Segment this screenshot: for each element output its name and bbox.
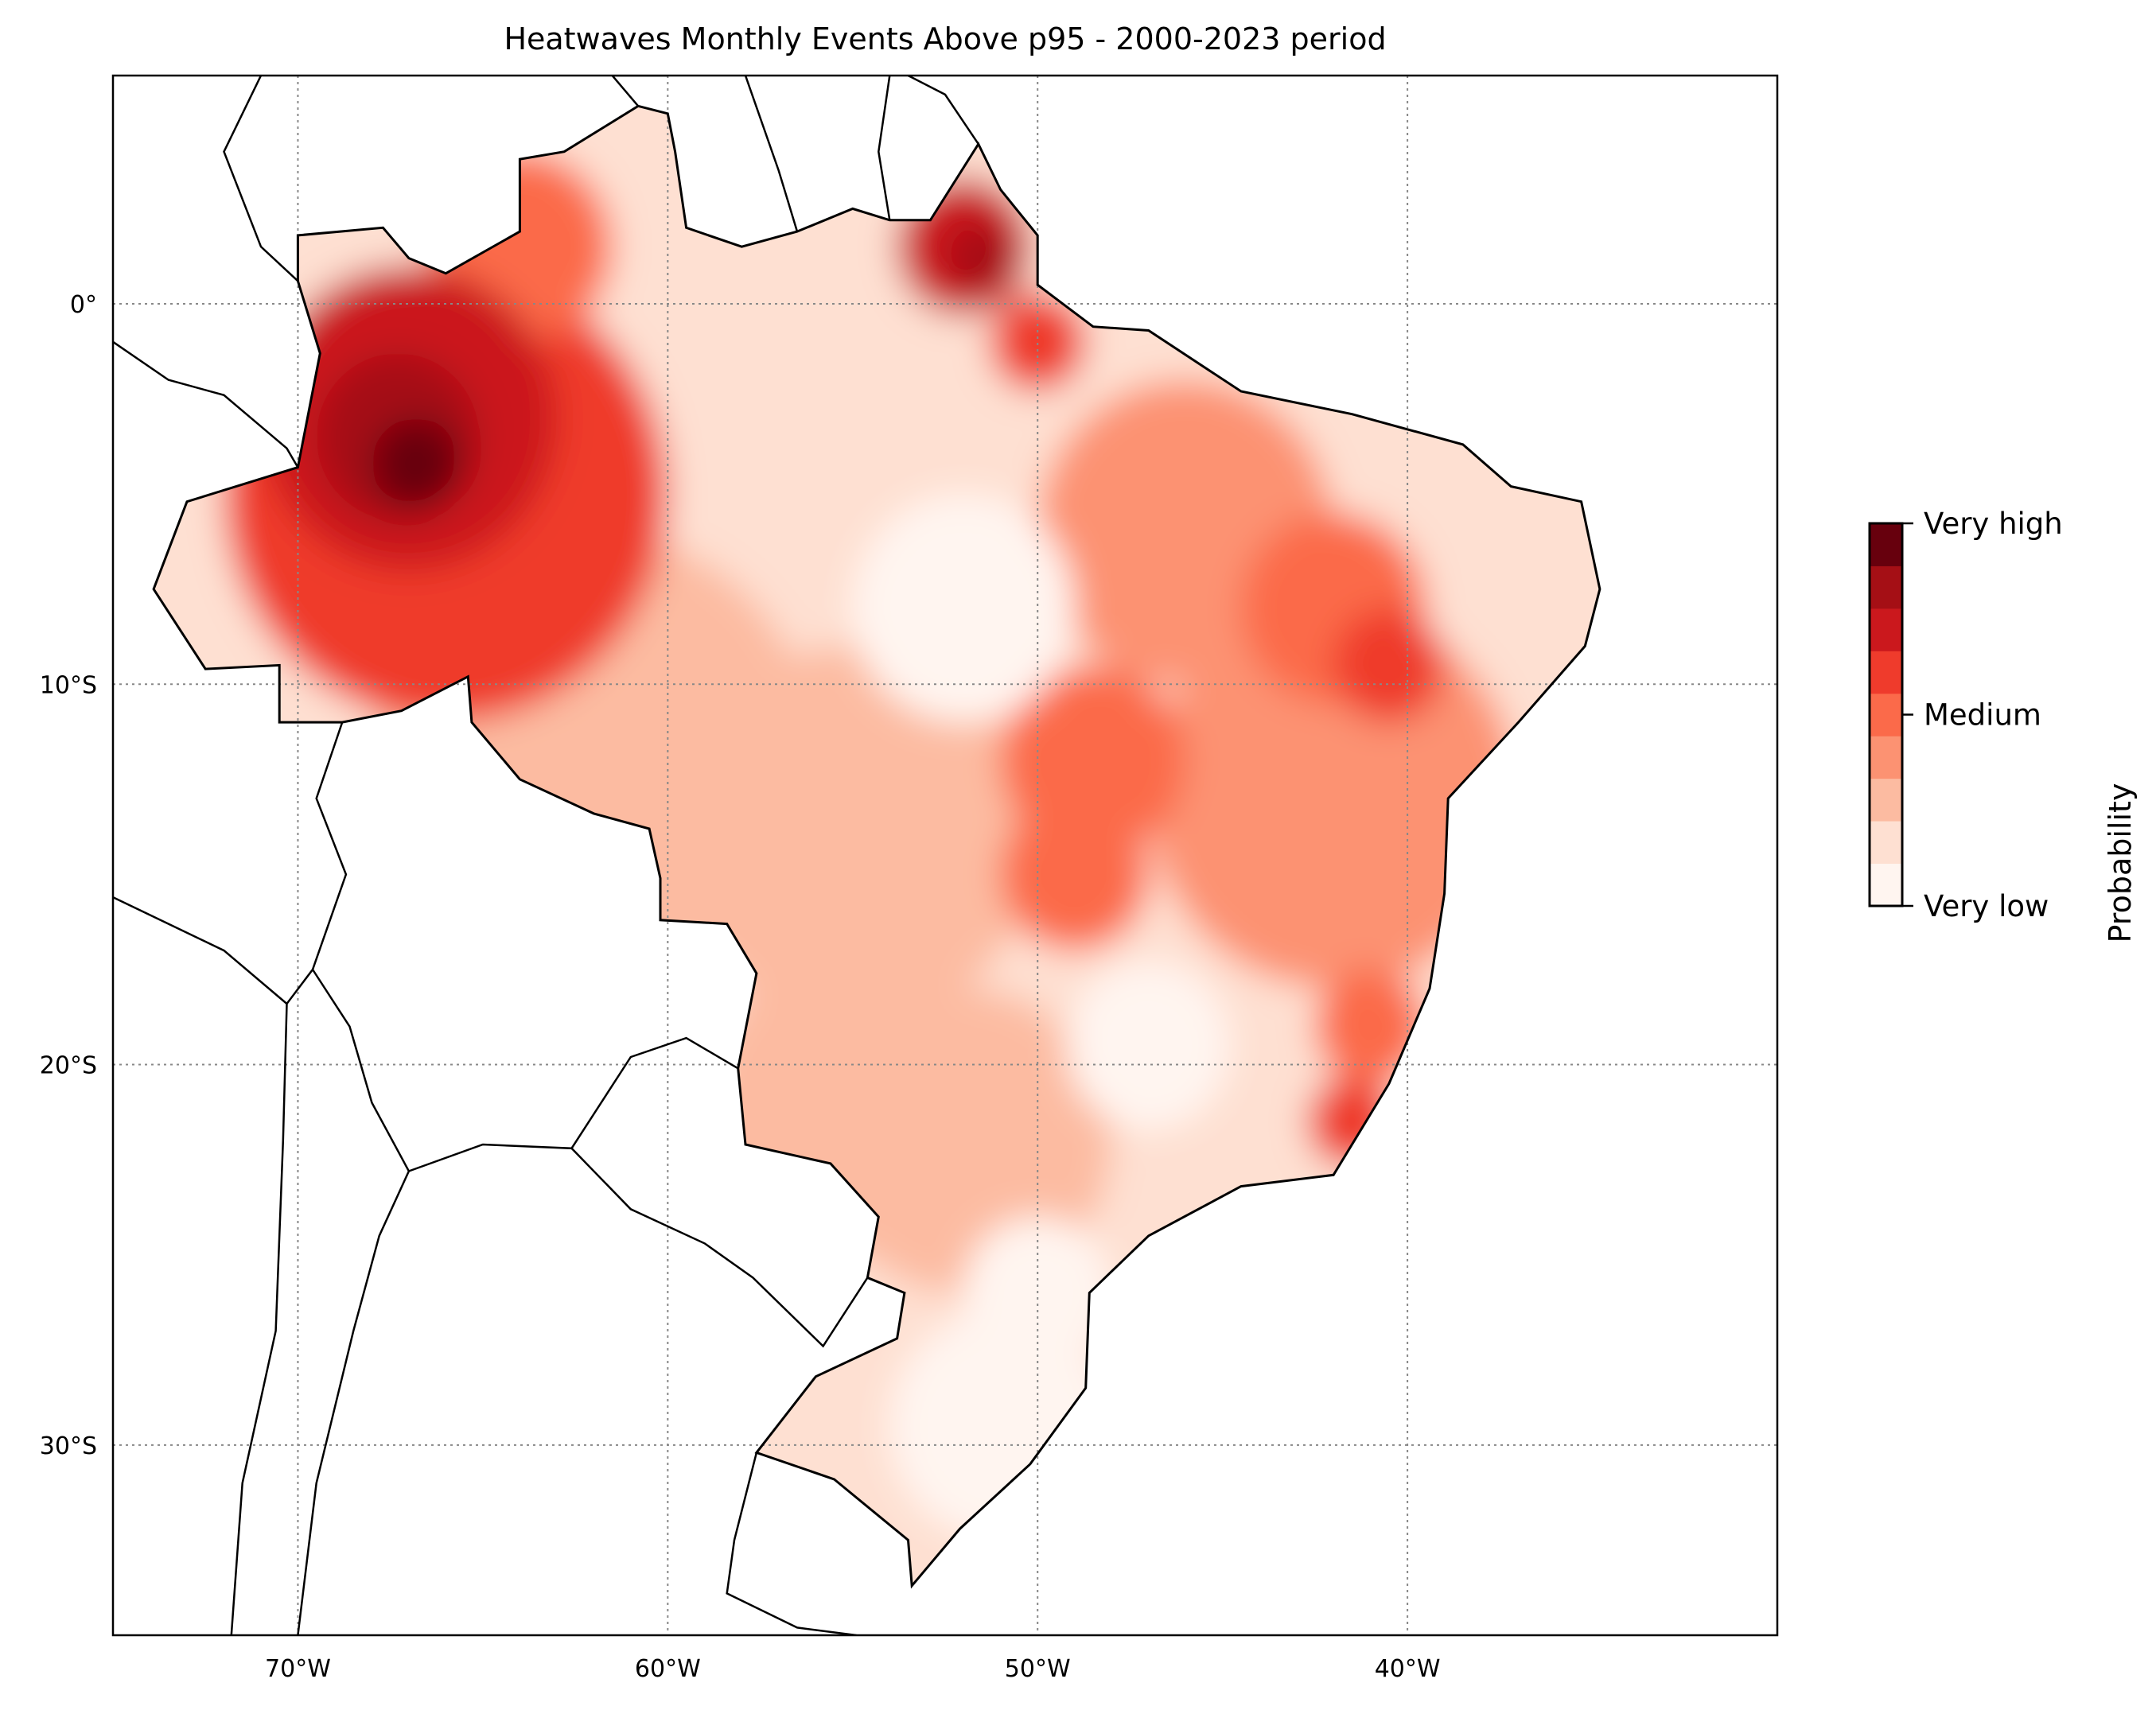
neighbor-border — [570, 1147, 869, 1348]
colorbar-tick-label: Very low — [1924, 889, 2049, 923]
neighbor-border — [297, 1170, 411, 1635]
neighbor-border — [744, 76, 799, 232]
colorbar-level — [1870, 693, 1902, 736]
x-tick-label: 60°W — [635, 1655, 701, 1683]
colorbar-level — [1870, 565, 1902, 609]
y-tick-label: 30°S — [40, 1432, 97, 1460]
neighbor-border — [610, 76, 668, 107]
neighbor-border — [878, 76, 891, 221]
colorbar-level — [1870, 778, 1902, 822]
colorbar-tick-label: Medium — [1924, 698, 2041, 733]
x-tick-label: 50°W — [1005, 1655, 1071, 1683]
colorbar-level — [1870, 863, 1902, 907]
colorbar-level — [1870, 821, 1902, 865]
heat-hotspot — [1314, 969, 1426, 1084]
y-tick-labels: 0° 10°S 20°S 30°S — [40, 291, 97, 1460]
x-tick-label: 70°W — [265, 1655, 331, 1683]
colorbar-label: Probability — [2103, 783, 2138, 943]
axes-frame — [111, 74, 1779, 1637]
heat-hotspot — [667, 646, 1038, 1027]
chart-title: Heatwaves Monthly Events Above p95 - 200… — [504, 21, 1386, 56]
heat-hotspot — [1333, 608, 1445, 723]
colorbar-tick-label: Very high — [1924, 507, 2063, 541]
map-plot-area — [113, 76, 1777, 1635]
colorbar-level — [1870, 608, 1902, 651]
gridlines — [113, 76, 1777, 1635]
heat-hotspot — [1067, 962, 1230, 1129]
colorbar-level — [1870, 651, 1902, 694]
x-tick-labels: 70°W 60°W 50°W 40°W — [265, 1655, 1441, 1683]
colorbar-level — [1870, 736, 1902, 779]
country-borders — [113, 76, 1601, 1635]
neighbor-border — [230, 721, 348, 1635]
colorbar: Very low Medium Very high — [1868, 507, 2063, 923]
heat-blobs — [154, 106, 1600, 1586]
heat-hotspot — [704, 950, 1001, 1255]
neighbor-border — [726, 1452, 857, 1635]
neighbor-border — [907, 76, 979, 145]
neighbor-border — [311, 969, 739, 1173]
heat-hotspot — [1307, 1075, 1397, 1168]
heat-hotspot — [1000, 798, 1149, 951]
y-tick-label: 20°S — [40, 1052, 97, 1080]
y-tick-label: 0° — [70, 291, 97, 319]
neighbor-border — [223, 76, 299, 282]
x-tick-label: 40°W — [1375, 1655, 1441, 1683]
neighbor-border — [113, 340, 299, 468]
heatmap-layer — [154, 106, 1600, 1586]
colorbar-level — [1870, 523, 1902, 566]
heat-hotspot — [989, 292, 1086, 391]
heat-hotspot — [852, 494, 1075, 723]
heat-hotspot — [372, 418, 461, 510]
heat-hotspot — [948, 223, 1016, 293]
y-tick-label: 10°S — [40, 671, 97, 699]
neighbor-border — [113, 896, 288, 1005]
